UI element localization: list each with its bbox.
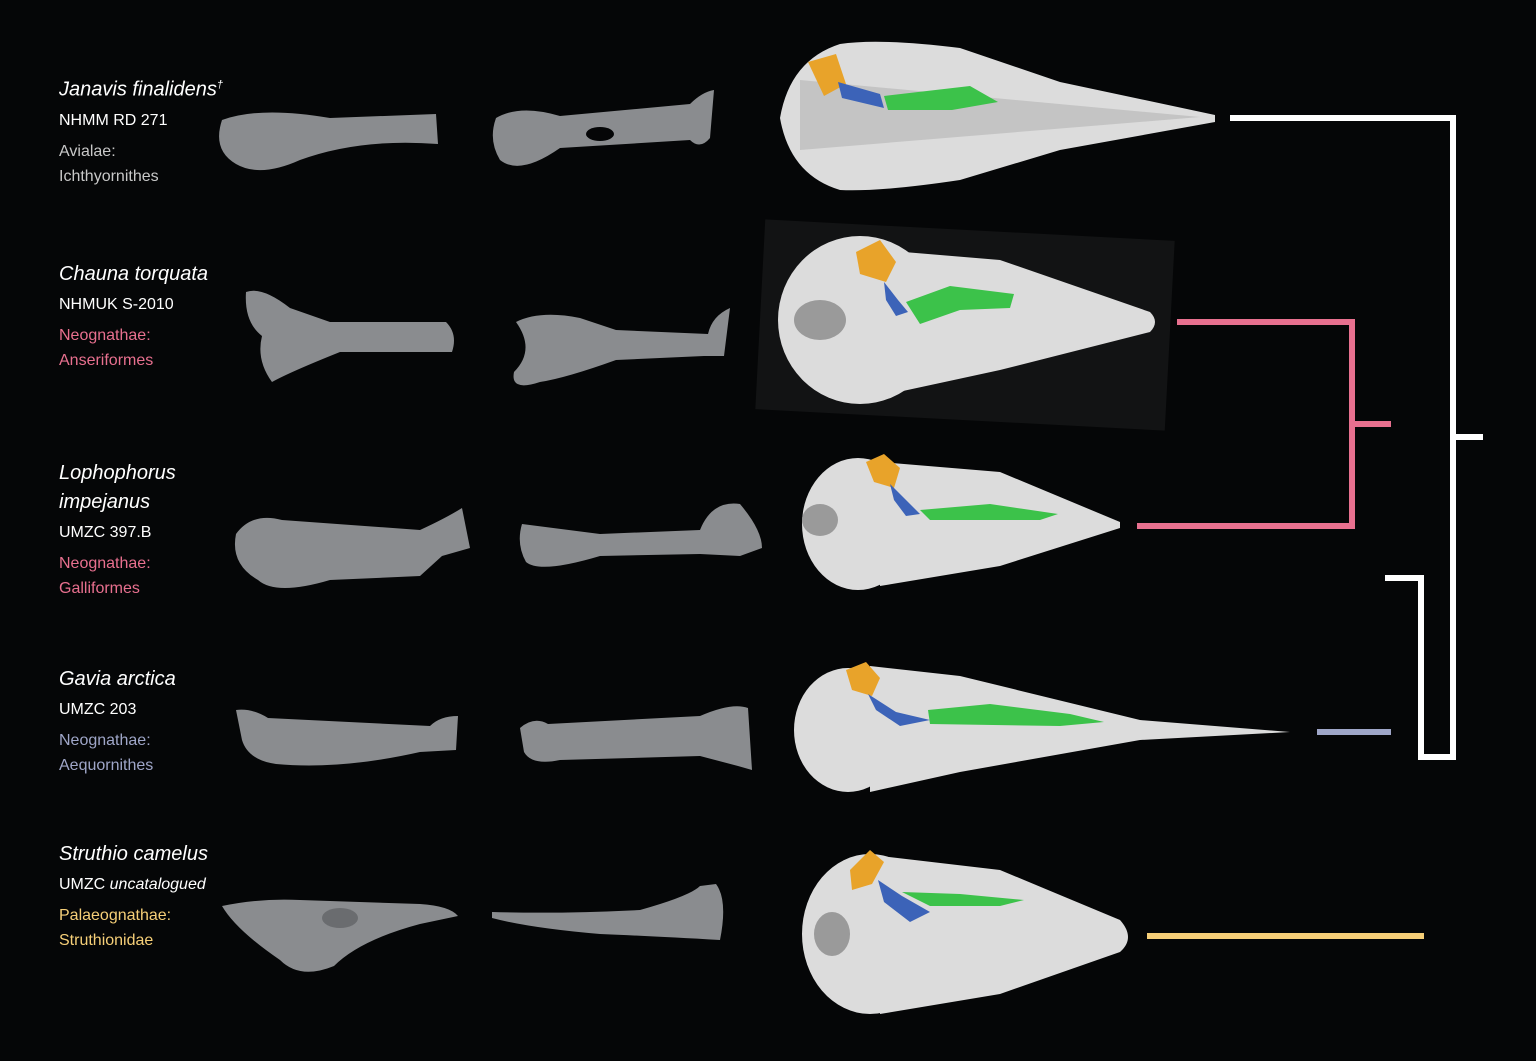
clade-group: Neognathae: [59, 555, 151, 572]
bone-lateral-chauna [245, 290, 454, 382]
clade-name: Struthionidae [59, 932, 154, 949]
clade-group: Avialae: [59, 142, 116, 160]
specimen-number: NHMM RD 271 [59, 111, 168, 129]
bone-medial-lophophorus [519, 503, 762, 567]
specimen-number: UMZC 203 [59, 701, 137, 718]
clade-name: Galliformes [59, 580, 140, 597]
species-name: Lophophorus impejanus [59, 462, 176, 513]
bone-lateral-janavis [219, 112, 438, 171]
species-name: Gavia arctica [59, 668, 176, 690]
bone-medial-janavis [492, 90, 714, 166]
clade-name: Anseriformes [59, 352, 154, 369]
species-name: Chauna torquata [59, 263, 209, 285]
clade-group: Neognathae: [59, 327, 151, 344]
bone-medial-chauna [513, 308, 730, 386]
phylogenetic-tree [1137, 115, 1483, 939]
taxon-label-struthio: Struthio camelus UMZC uncatalogued Palae… [59, 840, 299, 953]
specimen-number: NHMUK S-2010 [59, 296, 174, 313]
clade-name: Ichthyornithes [59, 167, 159, 185]
skull-gavia [794, 662, 1290, 792]
specimen-number: UMZC 397.B [59, 524, 152, 541]
taxon-label-gavia: Gavia arctica UMZC 203 Neognathae: Aequo… [59, 665, 299, 778]
skull-janavis [780, 41, 1215, 191]
skull-lophophorus [802, 454, 1120, 590]
bone-lateral-lophophorus [234, 508, 470, 588]
tree-neornithes-upper [1385, 575, 1424, 760]
taxon-label-lophophorus: Lophophorus impejanus UMZC 397.B Neognat… [59, 459, 219, 601]
bone-medial-gavia [520, 706, 752, 770]
species-name: Janavis finalidens† [59, 78, 223, 101]
specimen-number: UMZC uncatalogued [59, 876, 206, 893]
clade-name: Aequornithes [59, 757, 154, 774]
bone-lateral-gavia [236, 709, 458, 766]
taxon-label-chauna: Chauna torquata NHMUK S-2010 Neognathae:… [59, 260, 299, 373]
bone-medial-struthio [492, 884, 724, 940]
specimen-uncatalogued: uncatalogued [109, 876, 206, 893]
bone-lateral-struthio [222, 899, 458, 972]
taxon-label-janavis: Janavis finalidens† NHMM RD 271 Avialae:… [59, 71, 299, 189]
skull-struthio [802, 850, 1128, 1014]
clade-group: Palaeognathae: [59, 907, 172, 924]
clade-group: Neognathae: [59, 732, 151, 749]
species-name: Struthio camelus [59, 843, 208, 865]
extinct-dagger: † [216, 79, 223, 91]
skull-chauna [755, 219, 1175, 431]
